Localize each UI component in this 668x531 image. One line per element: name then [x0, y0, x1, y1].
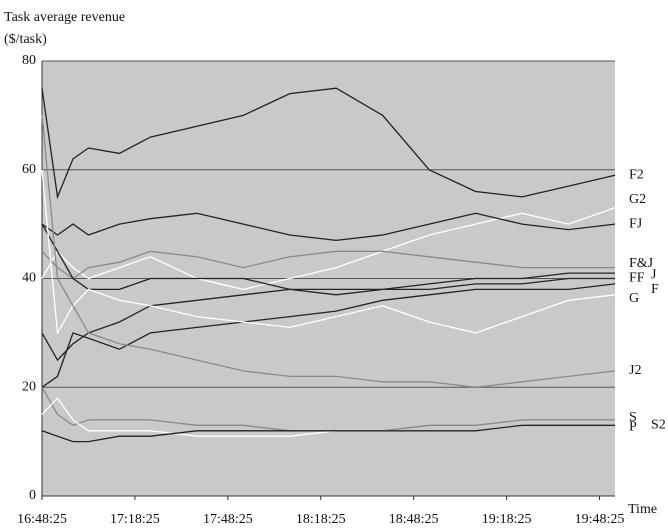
chart-title: Task average revenue	[4, 10, 125, 25]
x-tick-label: 16:48:25	[17, 512, 67, 527]
x-tick-label: 17:18:25	[110, 512, 160, 527]
series-label: F&J	[629, 256, 654, 271]
series-label: G2	[629, 192, 646, 207]
series-label: S	[629, 410, 637, 425]
series-line	[41, 424, 615, 443]
series-line	[41, 212, 616, 242]
y-tick-label: 20	[22, 379, 36, 394]
y-tick-label: 40	[22, 271, 36, 286]
x-tick-label: 18:48:25	[389, 512, 439, 527]
series-line	[41, 250, 615, 280]
series-line	[41, 386, 615, 432]
series-line	[41, 87, 616, 200]
y-tick-label: 60	[22, 162, 36, 177]
x-tick-label: 17:48:25	[203, 512, 253, 527]
series-line	[41, 223, 615, 296]
y-axis-unit: ($/task)	[4, 32, 47, 47]
y-tick-label: 0	[29, 488, 36, 503]
y-tick-label: 80	[22, 53, 36, 68]
x-axis-label: Time	[628, 502, 657, 517]
series-label: S2	[651, 418, 666, 433]
series-label: J	[651, 267, 657, 282]
series-line	[41, 115, 616, 388]
series-label: F2	[629, 167, 644, 182]
series-line	[41, 277, 615, 362]
series-label: FJ	[629, 216, 643, 231]
series-line	[41, 283, 616, 388]
series-label: FF	[629, 271, 645, 286]
x-tick-label: 19:48:25	[575, 512, 625, 527]
x-tick-label: 19:18:25	[482, 512, 532, 527]
series-label: J2	[629, 363, 641, 378]
x-tick-label: 18:18:25	[296, 512, 346, 527]
series-label: P	[629, 420, 637, 435]
series-line	[41, 169, 616, 336]
series-label: F	[651, 282, 659, 297]
series-label: G	[629, 291, 639, 306]
